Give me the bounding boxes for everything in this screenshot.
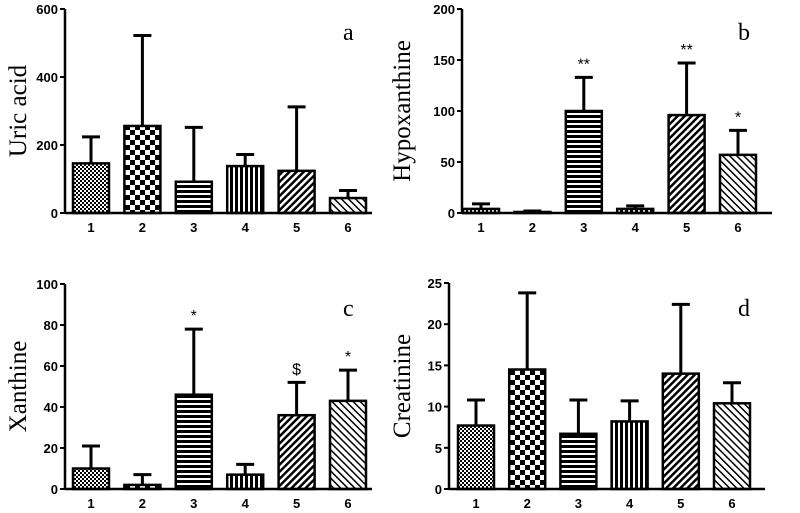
x-tick-label: 2 <box>139 220 146 235</box>
bar-4 <box>225 473 265 491</box>
panel-d: 1 2 3 4 5 6 0 5 10 15 20 25 Creatinine d <box>389 276 765 511</box>
bar-5 <box>277 169 316 215</box>
x-tick-label: 6 <box>734 220 741 235</box>
x-tick-label: 1 <box>87 496 94 511</box>
y-tick-label: 20 <box>44 441 58 456</box>
significance-mark: * <box>735 109 741 126</box>
y-axis-label: Hypoxanthine <box>389 40 416 182</box>
x-tick-label: 2 <box>529 220 536 235</box>
y-tick-label: 200 <box>36 138 58 153</box>
x-tick-label: 5 <box>293 220 300 235</box>
panel-label: c <box>343 296 354 322</box>
bar-2 <box>507 368 547 491</box>
x-tick-label: 1 <box>477 220 484 235</box>
x-tick-label: 4 <box>242 496 250 511</box>
x-tick-label: 6 <box>728 496 735 511</box>
x-tick-label: 3 <box>575 496 582 511</box>
bar-4 <box>610 420 649 491</box>
y-tick-label: 0 <box>51 206 58 221</box>
y-tick-label: 0 <box>51 482 58 497</box>
y-axis-label: Creatinine <box>389 334 416 438</box>
bar-4 <box>225 164 265 215</box>
y-tick-label: 60 <box>44 359 58 374</box>
y-tick-label: 50 <box>441 155 455 170</box>
y-tick-label: 5 <box>435 441 442 456</box>
y-tick-label: 200 <box>433 2 455 17</box>
x-tick-label: 4 <box>626 496 634 511</box>
x-tick-label: 6 <box>344 496 351 511</box>
bar-1 <box>456 424 496 491</box>
significance-mark: $ <box>292 361 301 378</box>
x-tick-label: 1 <box>472 496 479 511</box>
x-tick-label: 2 <box>139 496 146 511</box>
y-tick-label: 100 <box>433 104 455 119</box>
y-tick-label: 20 <box>428 317 442 332</box>
y-tick-label: 0 <box>435 482 442 497</box>
bar-3 <box>174 393 214 491</box>
panel-a: 1 2 3 4 5 6 0 200 400 600 Uric acid a <box>5 2 372 235</box>
y-tick-label: 10 <box>428 400 442 415</box>
panel-c: 1 2 3 * 4 5 $6 * 0 20 40 60 80 100 Xanthine c <box>5 277 372 511</box>
y-tick-label: 40 <box>44 400 58 415</box>
panel-label: b <box>738 20 750 46</box>
y-tick-label: 100 <box>36 277 58 292</box>
bar-6 <box>328 399 368 491</box>
y-tick-label: 600 <box>36 2 58 17</box>
bar-1 <box>71 162 111 215</box>
bar-2 <box>123 124 162 215</box>
x-tick-label: 2 <box>524 496 531 511</box>
y-tick-label: 15 <box>428 358 442 373</box>
panel-b: 1 2 3 ** 4 5 ** 6 * 0 50 100 150 200 Hypoxanthine b <box>389 2 772 235</box>
significance-mark: ** <box>680 42 692 59</box>
x-tick-label: 3 <box>190 496 197 511</box>
panel-label: a <box>343 20 354 46</box>
y-tick-label: 0 <box>448 206 455 221</box>
x-tick-label: 3 <box>580 220 587 235</box>
y-axis-label: Xanthine <box>5 341 32 433</box>
bar-6 <box>712 402 752 491</box>
bar-5 <box>667 113 706 215</box>
x-tick-label: 5 <box>293 496 300 511</box>
significance-mark: * <box>191 308 197 325</box>
bar-3 <box>174 180 214 215</box>
bar-1 <box>71 467 111 491</box>
x-tick-label: 6 <box>344 220 351 235</box>
significance-mark: ** <box>578 56 590 73</box>
y-tick-label: 150 <box>433 53 455 68</box>
significance-mark: * <box>345 349 351 366</box>
bar-3 <box>564 109 604 215</box>
bar-6 <box>718 153 758 215</box>
x-tick-label: 5 <box>677 496 684 511</box>
y-tick-label: 25 <box>428 276 442 291</box>
y-axis-label: Uric acid <box>5 64 32 157</box>
y-tick-label: 80 <box>44 318 58 333</box>
y-tick-label: 400 <box>36 70 58 85</box>
x-tick-label: 1 <box>87 220 94 235</box>
bar-3 <box>559 432 598 491</box>
x-tick-label: 5 <box>683 220 690 235</box>
bar-6 <box>328 196 368 215</box>
x-tick-label: 4 <box>632 220 640 235</box>
panel-label: d <box>738 296 750 322</box>
bar-5 <box>661 372 701 491</box>
bar-5 <box>277 413 316 491</box>
x-tick-label: 3 <box>190 220 197 235</box>
x-tick-label: 4 <box>242 220 250 235</box>
